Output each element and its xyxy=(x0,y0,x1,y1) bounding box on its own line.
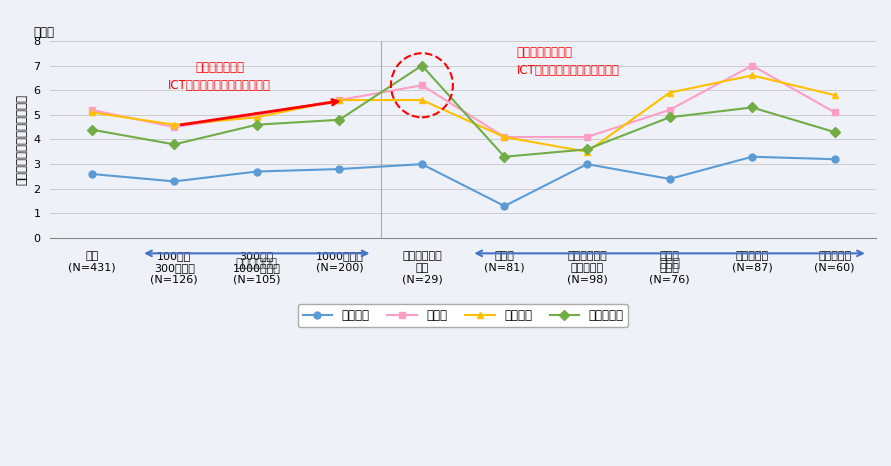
Text: 業種別: 業種別 xyxy=(659,257,680,269)
Text: 従業員規模別: 従業員規模別 xyxy=(236,257,278,269)
Text: 規模が大きい程
ICTによる効果への期待が高い: 規模が大きい程 ICTによる効果への期待が高い xyxy=(168,61,271,92)
Text: （％）: （％） xyxy=(34,26,55,39)
Legend: 従業員数, 売上高, 営業利益, 労働生産性: 従業員数, 売上高, 営業利益, 労働生産性 xyxy=(298,304,628,327)
Text: １次産業において
ICTによる効果への期待が高い: １次産業において ICTによる効果への期待が高い xyxy=(517,46,620,77)
Y-axis label: 今後５年の（将来）増分予想: 今後５年の（将来）増分予想 xyxy=(15,94,28,185)
